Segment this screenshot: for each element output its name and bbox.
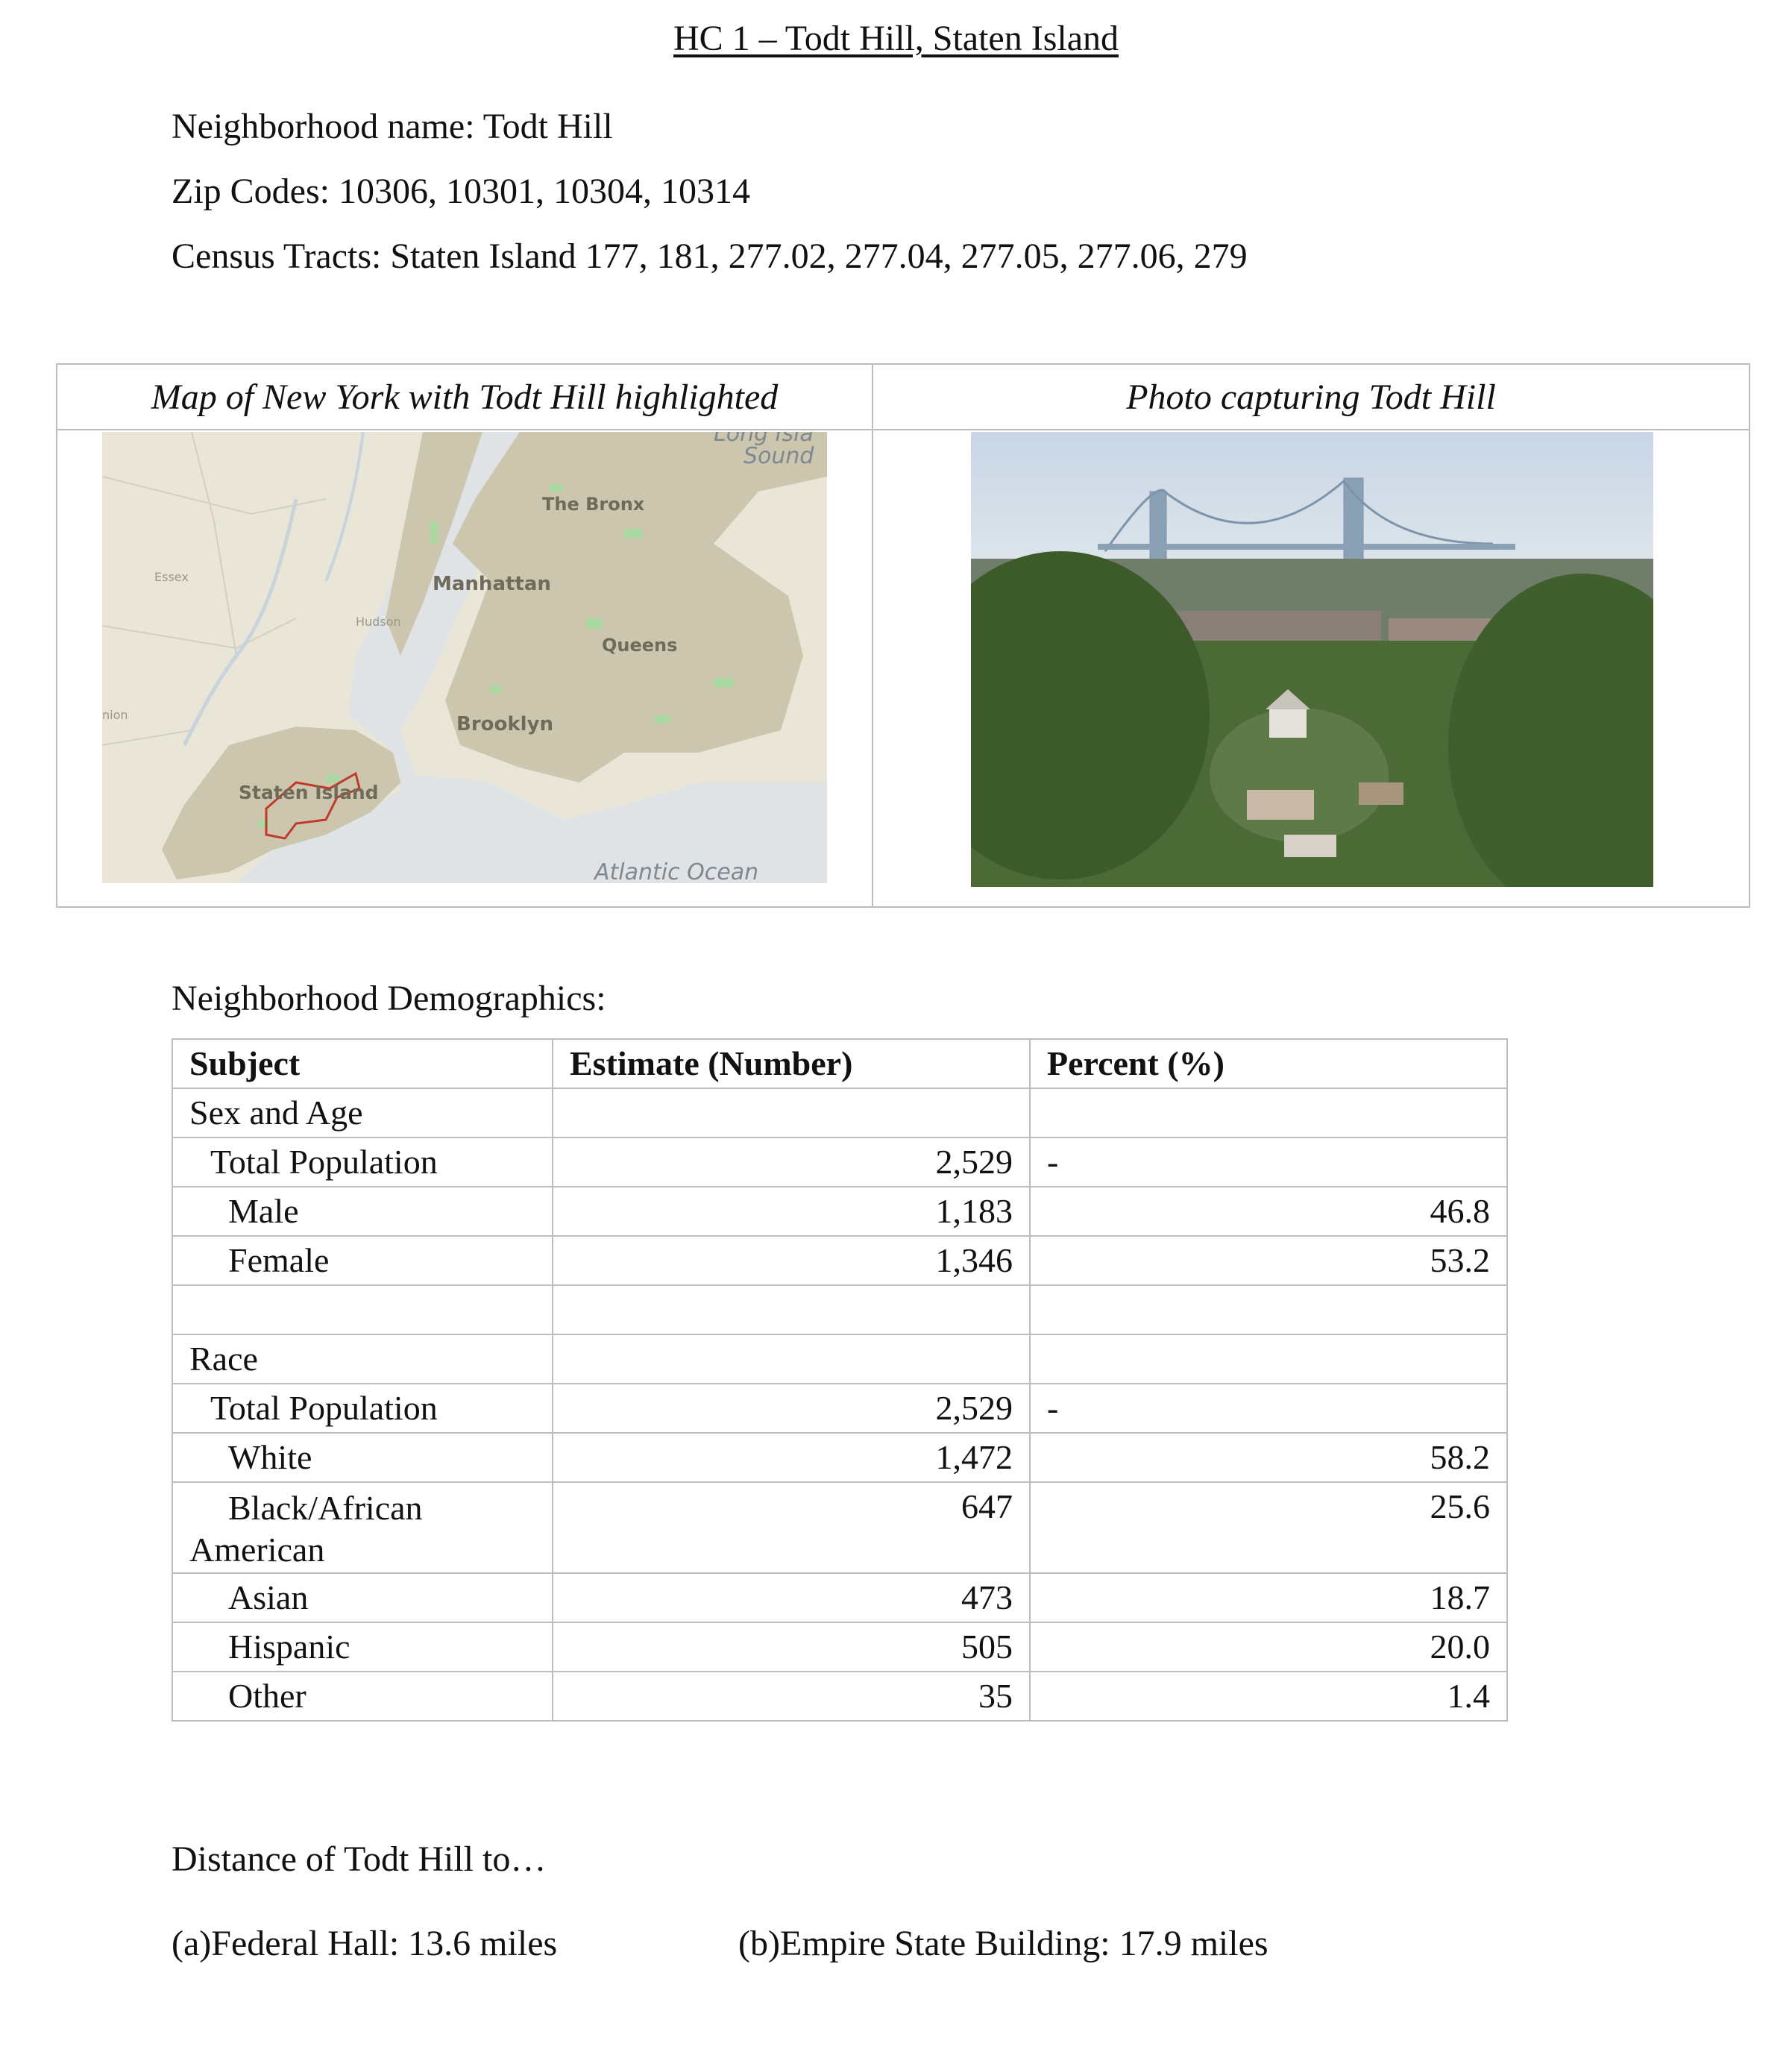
row-estimate: 2,529	[552, 1383, 1031, 1434]
row-estimate	[552, 1088, 1031, 1138]
row-subject: Female	[172, 1235, 553, 1286]
row-subject: Black/African American	[172, 1481, 553, 1574]
row-subject: Sex and Age	[172, 1088, 553, 1138]
row-subject-line2: American	[189, 1531, 325, 1569]
row-percent: 1.4	[1029, 1671, 1508, 1722]
label-bronx: The Bronx	[542, 494, 645, 515]
row-estimate: 505	[552, 1622, 1031, 1672]
row-subject: Hispanic	[172, 1622, 553, 1672]
row-percent: 25.6	[1029, 1481, 1508, 1574]
row-estimate: 647	[552, 1481, 1031, 1574]
table-row: Other 35 1.4	[172, 1671, 1508, 1722]
page-title: HC 1 – Todt Hill, Staten Island	[673, 19, 1119, 58]
row-percent: 46.8	[1029, 1186, 1508, 1237]
row-percent	[1029, 1088, 1508, 1138]
table-row: Female 1,346 53.2	[172, 1235, 1508, 1286]
label-long-island-sound-2: Sound	[743, 443, 814, 469]
label-hudson: Hudson	[356, 615, 401, 629]
row-subject: Other	[172, 1671, 553, 1722]
empty-cell	[1029, 1284, 1508, 1335]
row-percent: -	[1029, 1137, 1508, 1187]
demographics-label: Neighborhood Demographics:	[172, 979, 606, 1018]
header-subject: Subject	[172, 1038, 553, 1089]
table-row: Total Population 2,529 -	[172, 1137, 1508, 1187]
header-percent: Percent (%)	[1029, 1038, 1508, 1089]
table-row: Sex and Age	[172, 1088, 1508, 1138]
photo-cell: Photo capturing Todt Hill	[873, 365, 1749, 906]
distance-federal-hall: (a)Federal Hall: 13.6 miles	[172, 1924, 558, 1963]
zip-codes: Zip Codes: 10306, 10301, 10304, 10314	[172, 172, 750, 211]
label-long-island-sound-1: Long Isla	[714, 432, 814, 447]
demographics-table: Subject Estimate (Number) Percent (%) Se…	[172, 1038, 1508, 1722]
census-tracts: Census Tracts: Staten Island 177, 181, 2…	[172, 236, 1248, 276]
media-table: Map of New York with Todt Hill highlight…	[56, 363, 1750, 908]
todt-hill-photo	[971, 432, 1653, 887]
row-subject: Total Population	[172, 1137, 553, 1187]
row-estimate: 2,529	[552, 1137, 1031, 1187]
row-estimate	[552, 1334, 1031, 1384]
label-atlantic: Atlantic Ocean	[593, 859, 758, 883]
distance-label: Distance of Todt Hill to…	[172, 1839, 547, 1879]
label-union: nion	[102, 708, 128, 722]
table-row: Male 1,183 46.8	[172, 1186, 1508, 1237]
table-row: Asian 473 18.7	[172, 1572, 1508, 1623]
table-row: Race	[172, 1334, 1508, 1384]
row-estimate: 473	[552, 1572, 1031, 1623]
row-percent: 53.2	[1029, 1235, 1508, 1286]
map-cell: Map of New York with Todt Hill highlight…	[57, 365, 873, 906]
table-row: Total Population 2,529 -	[172, 1383, 1508, 1434]
row-estimate: 1,183	[552, 1186, 1031, 1237]
header-estimate: Estimate (Number)	[552, 1038, 1031, 1089]
nyc-map: Long Isla Sound The Bronx Essex Manhatta…	[102, 432, 827, 883]
row-subject-line1: Black/African	[228, 1489, 423, 1527]
label-manhattan: Manhattan	[433, 573, 551, 595]
label-brooklyn: Brooklyn	[456, 713, 553, 735]
map-caption: Map of New York with Todt Hill highlight…	[57, 365, 872, 430]
row-percent: 58.2	[1029, 1432, 1508, 1483]
row-estimate: 1,346	[552, 1235, 1031, 1286]
row-subject: Total Population	[172, 1383, 553, 1434]
row-percent	[1029, 1334, 1508, 1384]
empty-cell	[552, 1284, 1031, 1335]
table-row: Hispanic 505 20.0	[172, 1622, 1508, 1672]
row-subject: White	[172, 1432, 553, 1483]
row-percent: -	[1029, 1383, 1508, 1434]
photo-caption: Photo capturing Todt Hill	[873, 365, 1749, 430]
distance-empire-state: (b)Empire State Building: 17.9 miles	[738, 1924, 1268, 1963]
row-estimate: 35	[552, 1671, 1031, 1722]
row-percent: 18.7	[1029, 1572, 1508, 1623]
row-subject: Asian	[172, 1572, 553, 1623]
row-estimate: 1,472	[552, 1432, 1031, 1483]
row-subject: Male	[172, 1186, 553, 1237]
neighborhood-name: Neighborhood name: Todt Hill	[172, 107, 613, 146]
table-row-empty	[172, 1284, 1508, 1335]
row-subject: Race	[172, 1334, 553, 1384]
label-staten-island: Staten Island	[239, 782, 379, 803]
empty-cell	[172, 1284, 553, 1335]
label-queens: Queens	[602, 635, 677, 656]
table-header-row: Subject Estimate (Number) Percent (%)	[172, 1038, 1508, 1089]
row-percent: 20.0	[1029, 1622, 1508, 1672]
table-row: White 1,472 58.2	[172, 1432, 1508, 1483]
label-essex: Essex	[154, 570, 189, 584]
table-row: Black/African American 647 25.6	[172, 1481, 1508, 1574]
